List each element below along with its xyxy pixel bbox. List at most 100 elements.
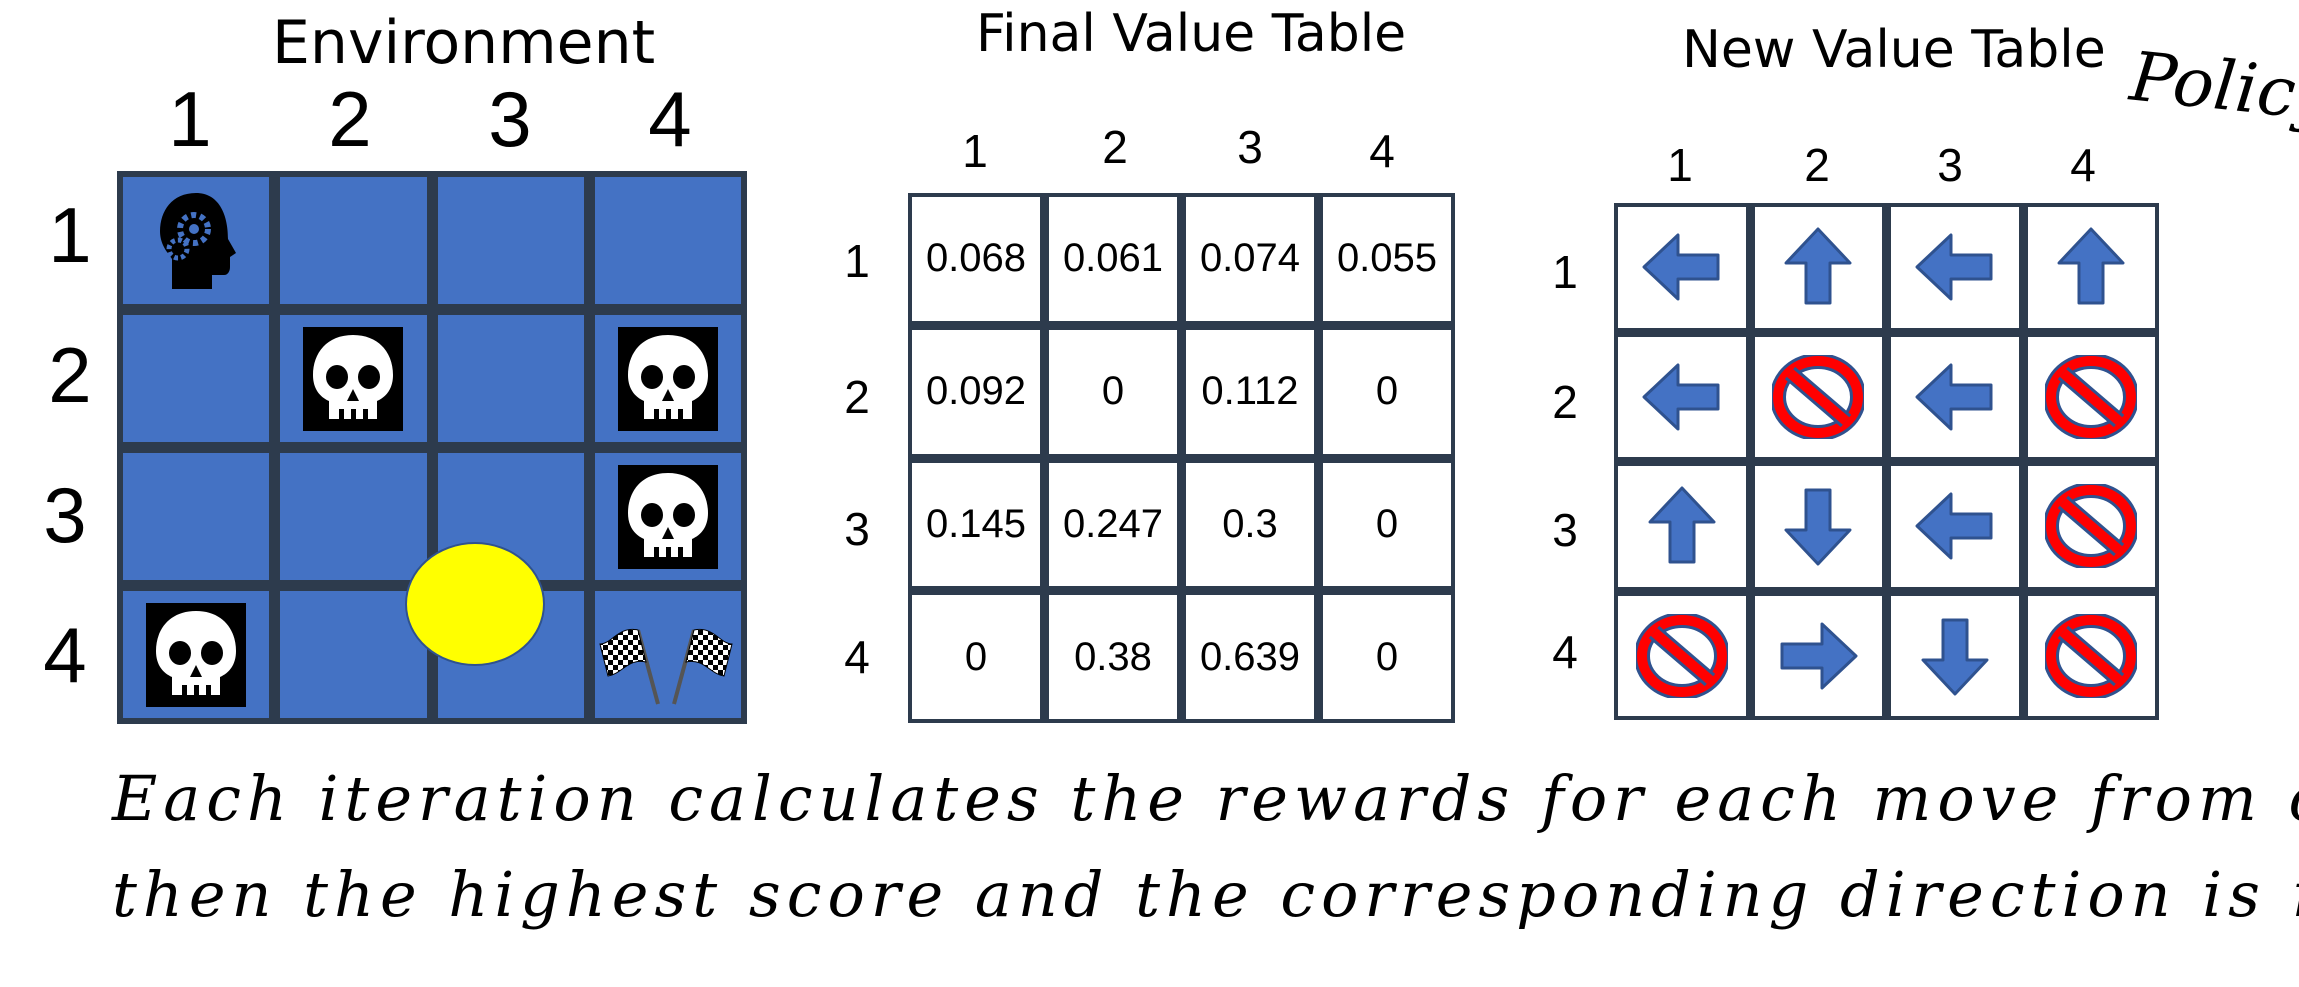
value-cell: 0.3: [1186, 462, 1314, 587]
value-cell: 0.112: [1186, 329, 1314, 454]
policy-cell: [1891, 595, 2019, 716]
environment-cell: [594, 177, 741, 304]
value-row-label: 1: [844, 235, 870, 287]
skull-icon: [617, 326, 718, 431]
arrow-up-icon: [1640, 484, 1724, 568]
policy-col-label: 1: [1667, 139, 1693, 191]
policy-cell: [1891, 466, 2019, 587]
policy-row-label: 1: [1552, 246, 1578, 298]
policy-note: Policy: [2126, 37, 2299, 138]
no-entry-icon: [1635, 613, 1728, 698]
environment-cell: [437, 177, 584, 304]
value-col-label: 1: [962, 125, 988, 177]
policy-row-label: 4: [1552, 626, 1578, 678]
value-cell: 0: [1049, 329, 1177, 454]
env-row-label: 3: [43, 471, 87, 559]
policy-cell: [1754, 595, 1882, 716]
environment-cell: [594, 315, 741, 442]
caption-line-2: then the highest score and the correspon…: [112, 858, 2299, 931]
value-col-label: 3: [1237, 121, 1263, 173]
environment-cell: [280, 591, 427, 718]
value-cell: 0.074: [1186, 197, 1314, 321]
value-cell: 0: [1323, 462, 1451, 587]
env-row-label: 1: [48, 191, 92, 279]
environment-cell: [123, 453, 270, 580]
policy-cell: [1618, 207, 1746, 328]
policy-cell: [1754, 207, 1882, 328]
environment-cell: [594, 591, 741, 718]
value-row-label: 4: [844, 631, 870, 683]
caption-line-1: Each iteration calculates the rewards fo…: [112, 762, 2299, 835]
policy-cell: [1618, 595, 1746, 716]
policy-row-label: 2: [1552, 376, 1578, 428]
env-row-label: 2: [48, 331, 92, 419]
policy-cell: [1618, 466, 1746, 587]
policy-cell: [1891, 336, 2019, 457]
env-col-label: 2: [328, 75, 372, 163]
agent-icon: [156, 189, 237, 293]
environment-cell: [280, 315, 427, 442]
value-cell: 0.247: [1049, 462, 1177, 587]
no-entry-icon: [1772, 354, 1865, 439]
value-cell: 0.068: [912, 197, 1040, 321]
policy-col-label: 3: [1937, 139, 1963, 191]
environment-cell: [594, 453, 741, 580]
environment-cell: [280, 177, 427, 304]
value-table-grid: 0.068 0.061 0.074 0.055 0.092 0 0.112 0 0.145 0.2…: [908, 193, 1455, 723]
value-cell: 0.061: [1049, 197, 1177, 321]
policy-col-label: 2: [1804, 139, 1830, 191]
arrow-down-icon: [1913, 614, 1997, 698]
env-col-label: 3: [488, 75, 532, 163]
value-row-label: 2: [844, 371, 870, 423]
policy-table-grid: [1614, 203, 2159, 720]
no-entry-icon: [2045, 484, 2138, 569]
environment-cell: [437, 315, 584, 442]
value-row-label: 3: [844, 503, 870, 555]
value-cell: 0: [1323, 329, 1451, 454]
policy-cell: [2027, 466, 2155, 587]
skull-icon: [303, 326, 404, 431]
policy-cell: [1754, 466, 1882, 587]
arrow-up-icon: [1776, 225, 1860, 309]
env-row-label: 4: [43, 611, 87, 699]
value-cell: 0: [1323, 595, 1451, 719]
environment-cell: [123, 591, 270, 718]
arrow-left-icon: [1913, 355, 1997, 439]
agent-position-marker: [405, 542, 545, 666]
value-cell: 0.639: [1186, 595, 1314, 719]
arrow-left-icon: [1913, 484, 1997, 568]
skull-icon: [617, 464, 718, 569]
value-col-label: 2: [1102, 121, 1128, 173]
no-entry-icon: [2045, 613, 2138, 698]
arrow-left-icon: [1913, 225, 1997, 309]
value-col-label: 4: [1369, 125, 1395, 177]
policy-table-title: New Value Table: [1682, 20, 2106, 80]
arrow-up-icon: [2049, 225, 2133, 309]
policy-cell: [2027, 336, 2155, 457]
env-col-label: 1: [168, 75, 212, 163]
no-entry-icon: [2045, 354, 2138, 439]
value-cell: 0.055: [1323, 197, 1451, 321]
arrow-right-icon: [1776, 614, 1860, 698]
arrow-left-icon: [1640, 225, 1724, 309]
environment-cell: [280, 453, 427, 580]
policy-cell: [1754, 336, 1882, 457]
value-cell: 0: [912, 595, 1040, 719]
value-cell: 0.092: [912, 329, 1040, 454]
skull-icon: [146, 602, 247, 707]
policy-cell: [2027, 595, 2155, 716]
policy-cell: [2027, 207, 2155, 328]
env-col-label: 4: [648, 75, 692, 163]
policy-cell: [1891, 207, 2019, 328]
checkered-flags-icon: [598, 600, 738, 710]
environment-cell: [123, 315, 270, 442]
value-cell: 0.145: [912, 462, 1040, 587]
policy-cell: [1618, 336, 1746, 457]
value-cell: 0.38: [1049, 595, 1177, 719]
value-table-title: Final Value Table: [976, 4, 1407, 64]
environment-title: Environment: [272, 8, 656, 78]
arrow-left-icon: [1640, 355, 1724, 439]
arrow-down-icon: [1776, 484, 1860, 568]
policy-col-label: 4: [2070, 139, 2096, 191]
environment-cell: [123, 177, 270, 304]
